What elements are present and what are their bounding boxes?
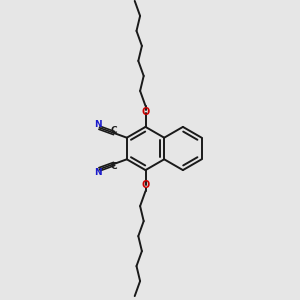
Text: N: N (94, 168, 102, 177)
Text: C: C (110, 162, 117, 171)
Text: C: C (110, 126, 117, 135)
Text: N: N (94, 120, 102, 129)
Text: O: O (141, 180, 150, 190)
Text: O: O (141, 107, 150, 117)
